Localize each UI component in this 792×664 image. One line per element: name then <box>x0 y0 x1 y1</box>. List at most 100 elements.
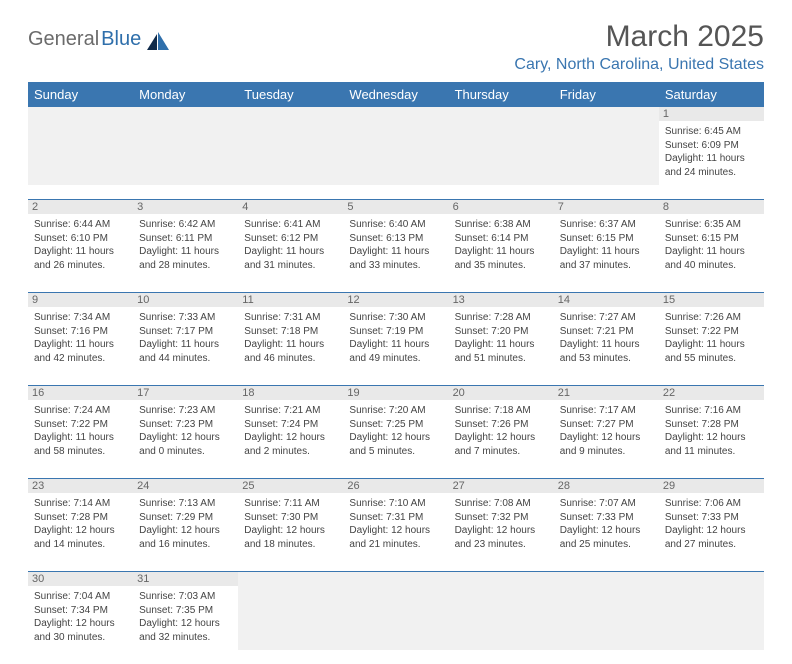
day-number: 28 <box>554 479 659 493</box>
calendar-table: SundayMondayTuesdayWednesdayThursdayFrid… <box>28 82 764 664</box>
day-cell: Sunrise: 6:35 AMSunset: 6:15 PMDaylight:… <box>659 214 764 292</box>
sunset-text: Sunset: 7:33 PM <box>665 511 758 525</box>
sunrise-text: Sunrise: 6:42 AM <box>139 218 232 232</box>
calendar-cell: 22Sunrise: 7:16 AMSunset: 7:28 PMDayligh… <box>659 386 764 479</box>
day-cell: Sunrise: 7:28 AMSunset: 7:20 PMDaylight:… <box>449 307 554 385</box>
day-cell: Sunrise: 6:38 AMSunset: 6:14 PMDaylight:… <box>449 214 554 292</box>
day-info: Sunrise: 6:42 AMSunset: 6:11 PMDaylight:… <box>137 216 234 272</box>
daylight-text: Daylight: 11 hours and 33 minutes. <box>349 245 442 272</box>
sunrise-text: Sunrise: 6:35 AM <box>665 218 758 232</box>
weekday-header: Saturday <box>659 82 764 107</box>
daylight-text: Daylight: 11 hours and 42 minutes. <box>34 338 127 365</box>
day-cell: Sunrise: 7:08 AMSunset: 7:32 PMDaylight:… <box>449 493 554 571</box>
sunset-text: Sunset: 7:19 PM <box>349 325 442 339</box>
empty-cell <box>659 572 764 650</box>
calendar-cell <box>28 107 133 200</box>
daylight-text: Daylight: 12 hours and 21 minutes. <box>349 524 442 551</box>
sunset-text: Sunset: 7:29 PM <box>139 511 232 525</box>
sunset-text: Sunset: 6:11 PM <box>139 232 232 246</box>
daylight-text: Daylight: 11 hours and 53 minutes. <box>560 338 653 365</box>
calendar-cell: 13Sunrise: 7:28 AMSunset: 7:20 PMDayligh… <box>449 293 554 386</box>
daylight-text: Daylight: 11 hours and 51 minutes. <box>455 338 548 365</box>
day-info: Sunrise: 7:23 AMSunset: 7:23 PMDaylight:… <box>137 402 234 458</box>
sunset-text: Sunset: 7:20 PM <box>455 325 548 339</box>
day-info: Sunrise: 7:30 AMSunset: 7:19 PMDaylight:… <box>347 309 444 365</box>
empty-cell <box>343 572 448 650</box>
day-number: 27 <box>449 479 554 493</box>
sunrise-text: Sunrise: 7:17 AM <box>560 404 653 418</box>
sunrise-text: Sunrise: 6:37 AM <box>560 218 653 232</box>
calendar-cell: 19Sunrise: 7:20 AMSunset: 7:25 PMDayligh… <box>343 386 448 479</box>
daylight-text: Daylight: 11 hours and 28 minutes. <box>139 245 232 272</box>
calendar-cell: 18Sunrise: 7:21 AMSunset: 7:24 PMDayligh… <box>238 386 343 479</box>
sunrise-text: Sunrise: 7:04 AM <box>34 590 127 604</box>
day-info: Sunrise: 7:10 AMSunset: 7:31 PMDaylight:… <box>347 495 444 551</box>
sunset-text: Sunset: 7:17 PM <box>139 325 232 339</box>
day-cell: Sunrise: 7:16 AMSunset: 7:28 PMDaylight:… <box>659 400 764 478</box>
calendar-cell: 25 Sunrise: 7:11 AMSunset: 7:30 PMDayligh… <box>238 479 343 572</box>
day-info: Sunrise: 7:11 AMSunset: 7:30 PMDaylight:… <box>242 495 339 551</box>
day-number: 30 <box>28 572 133 586</box>
day-number: 10 <box>133 293 238 307</box>
sunrise-text: Sunrise: 7:23 AM <box>139 404 232 418</box>
calendar-cell <box>133 107 238 200</box>
calendar-cell: 3Sunrise: 6:42 AMSunset: 6:11 PMDaylight… <box>133 200 238 293</box>
daylight-text: Daylight: 11 hours and 35 minutes. <box>455 245 548 272</box>
calendar-cell: 15 Sunrise: 7:26 AMSunset: 7:22 PMDayligh… <box>659 293 764 386</box>
calendar-body: 1Sunrise: 6:45 AMSunset: 6:09 PMDaylight… <box>28 107 764 664</box>
calendar-cell: 17Sunrise: 7:23 AMSunset: 7:23 PMDayligh… <box>133 386 238 479</box>
calendar-row: 16Sunrise: 7:24 AMSunset: 7:22 PMDayligh… <box>28 386 764 479</box>
day-number: 8 <box>659 200 764 214</box>
location-text: Cary, North Carolina, United States <box>514 56 764 74</box>
day-info: Sunrise: 6:38 AMSunset: 6:14 PMDaylight:… <box>453 216 550 272</box>
day-number: 16 <box>28 386 133 400</box>
weekday-header: Sunday <box>28 82 133 107</box>
sunset-text: Sunset: 7:23 PM <box>139 418 232 432</box>
daylight-text: Daylight: 12 hours and 23 minutes. <box>455 524 548 551</box>
day-number: 25 <box>238 479 343 493</box>
sunrise-text: Sunrise: 7:34 AM <box>34 311 127 325</box>
calendar-cell: 5Sunrise: 6:40 AMSunset: 6:13 PMDaylight… <box>343 200 448 293</box>
weekday-header: Monday <box>133 82 238 107</box>
day-info: Sunrise: 7:20 AMSunset: 7:25 PMDaylight:… <box>347 402 444 458</box>
sunrise-text: Sunrise: 7:24 AM <box>34 404 127 418</box>
sunset-text: Sunset: 7:27 PM <box>560 418 653 432</box>
daylight-text: Daylight: 12 hours and 14 minutes. <box>34 524 127 551</box>
day-number: 5 <box>343 200 448 214</box>
sunset-text: Sunset: 7:34 PM <box>34 604 127 618</box>
calendar-cell <box>554 107 659 200</box>
day-number: 1 <box>659 107 764 121</box>
daylight-text: Daylight: 11 hours and 49 minutes. <box>349 338 442 365</box>
day-cell: Sunrise: 6:37 AMSunset: 6:15 PMDaylight:… <box>554 214 659 292</box>
day-cell: Sunrise: 7:11 AMSunset: 7:30 PMDaylight:… <box>238 493 343 571</box>
calendar-cell: 24Sunrise: 7:13 AMSunset: 7:29 PMDayligh… <box>133 479 238 572</box>
day-number: 24 <box>133 479 238 493</box>
sunrise-text: Sunrise: 7:08 AM <box>455 497 548 511</box>
day-number: 29 <box>659 479 764 493</box>
day-cell: Sunrise: 7:33 AMSunset: 7:17 PMDaylight:… <box>133 307 238 385</box>
calendar-cell: 2Sunrise: 6:44 AMSunset: 6:10 PMDaylight… <box>28 200 133 293</box>
sunset-text: Sunset: 7:30 PM <box>244 511 337 525</box>
daylight-text: Daylight: 11 hours and 58 minutes. <box>34 431 127 458</box>
day-cell: Sunrise: 7:34 AMSunset: 7:16 PMDaylight:… <box>28 307 133 385</box>
sunset-text: Sunset: 6:15 PM <box>665 232 758 246</box>
day-number: 18 <box>238 386 343 400</box>
day-info: Sunrise: 7:26 AMSunset: 7:22 PMDaylight:… <box>663 309 760 365</box>
calendar-cell: 8Sunrise: 6:35 AMSunset: 6:15 PMDaylight… <box>659 200 764 293</box>
daylight-text: Daylight: 12 hours and 16 minutes. <box>139 524 232 551</box>
month-title: March 2025 <box>514 20 764 54</box>
day-cell: Sunrise: 7:27 AMSunset: 7:21 PMDaylight:… <box>554 307 659 385</box>
daylight-text: Daylight: 12 hours and 30 minutes. <box>34 617 127 644</box>
calendar-cell: 1Sunrise: 6:45 AMSunset: 6:09 PMDaylight… <box>659 107 764 200</box>
empty-cell <box>343 107 448 185</box>
day-number: 15 <box>659 293 764 307</box>
calendar-header-row: SundayMondayTuesdayWednesdayThursdayFrid… <box>28 82 764 107</box>
calendar-row: 1Sunrise: 6:45 AMSunset: 6:09 PMDaylight… <box>28 107 764 200</box>
day-info: Sunrise: 6:44 AMSunset: 6:10 PMDaylight:… <box>32 216 129 272</box>
daylight-text: Daylight: 12 hours and 27 minutes. <box>665 524 758 551</box>
day-info: Sunrise: 7:07 AMSunset: 7:33 PMDaylight:… <box>558 495 655 551</box>
day-number: 23 <box>28 479 133 493</box>
calendar-row: 9Sunrise: 7:34 AMSunset: 7:16 PMDaylight… <box>28 293 764 386</box>
sunrise-text: Sunrise: 7:31 AM <box>244 311 337 325</box>
daylight-text: Daylight: 11 hours and 37 minutes. <box>560 245 653 272</box>
